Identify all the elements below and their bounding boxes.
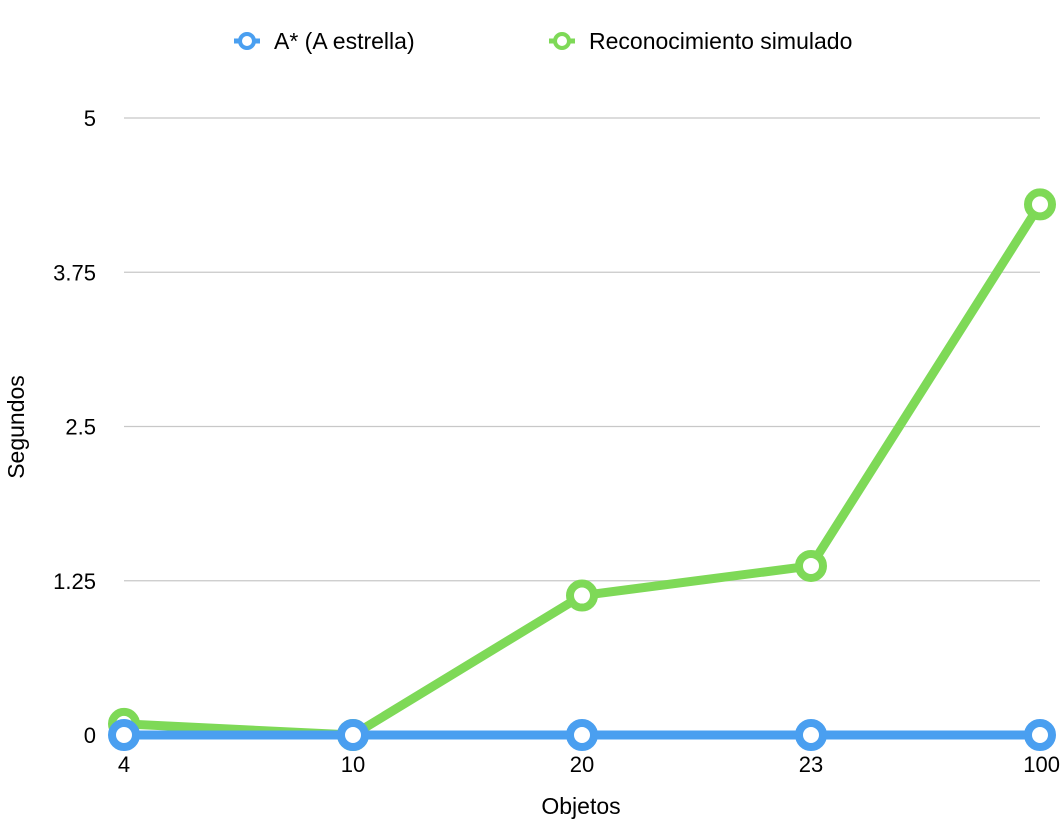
gridlines — [124, 117, 1040, 582]
data-point — [1024, 719, 1056, 751]
x-tick-label: 20 — [570, 752, 594, 777]
data-point — [566, 579, 598, 612]
y-tick-label: 0 — [84, 723, 96, 748]
legend-label: Reconocimiento simulado — [589, 28, 852, 54]
series-a-star — [108, 719, 1056, 751]
data-point — [337, 719, 369, 751]
y-tick-label: 5 — [84, 106, 96, 131]
y-axis-title: Segundos — [3, 375, 29, 479]
data-point — [795, 549, 827, 582]
x-tick-label: 4 — [118, 752, 130, 777]
x-tick-label: 23 — [799, 752, 823, 777]
data-point — [1024, 188, 1056, 221]
y-axis-ticks: 0 1.25 2.5 3.75 5 — [53, 106, 96, 748]
data-point — [795, 719, 827, 751]
x-tick-label: 100 — [1023, 752, 1060, 777]
data-point — [566, 719, 598, 751]
legend-swatch-marker — [553, 32, 571, 50]
x-axis-title: Objetos — [541, 793, 620, 819]
series-reconocimiento-simulado — [108, 188, 1056, 751]
series-line — [119, 199, 1045, 740]
x-axis-ticks: 4 10 20 23 100 — [118, 752, 1060, 777]
legend-item-a-star: A* (A estrella) — [234, 28, 415, 54]
x-tick-label: 10 — [341, 752, 365, 777]
legend-label: A* (A estrella) — [274, 28, 415, 54]
y-tick-label: 1.25 — [53, 569, 96, 594]
series-layer — [108, 188, 1056, 751]
legend-item-reconocimiento: Reconocimiento simulado — [549, 28, 852, 54]
data-point — [108, 719, 140, 751]
y-tick-label: 3.75 — [53, 260, 96, 285]
legend-swatch-marker — [238, 32, 256, 50]
y-tick-label: 2.5 — [65, 415, 96, 440]
legend: A* (A estrella) Reconocimiento simulado — [234, 28, 852, 54]
